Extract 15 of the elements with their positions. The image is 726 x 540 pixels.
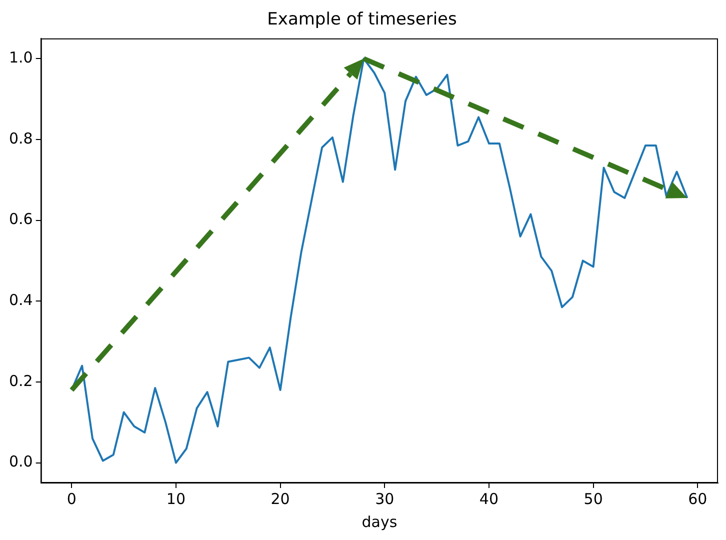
x-tick-label: 40: [479, 490, 499, 508]
x-tick-label: 30: [375, 490, 394, 508]
x-tick-label: 0: [66, 490, 76, 508]
y-tick-label: 0.0: [8, 452, 33, 471]
y-tick-label: 0.4: [8, 291, 33, 310]
x-tick-label: 60: [688, 490, 708, 508]
y-tick-label: 0.6: [8, 210, 33, 228]
y-tick-label: 0.2: [8, 372, 33, 390]
y-tick-label: 0.8: [8, 129, 33, 148]
x-tick-label: 10: [166, 490, 186, 508]
x-tick-label: 20: [270, 490, 290, 508]
chart-title: Example of timeseries: [267, 10, 457, 30]
y-tick-label: 1.0: [8, 48, 33, 66]
x-tick-label: 50: [584, 490, 603, 508]
x-axis-title: days: [362, 512, 398, 531]
